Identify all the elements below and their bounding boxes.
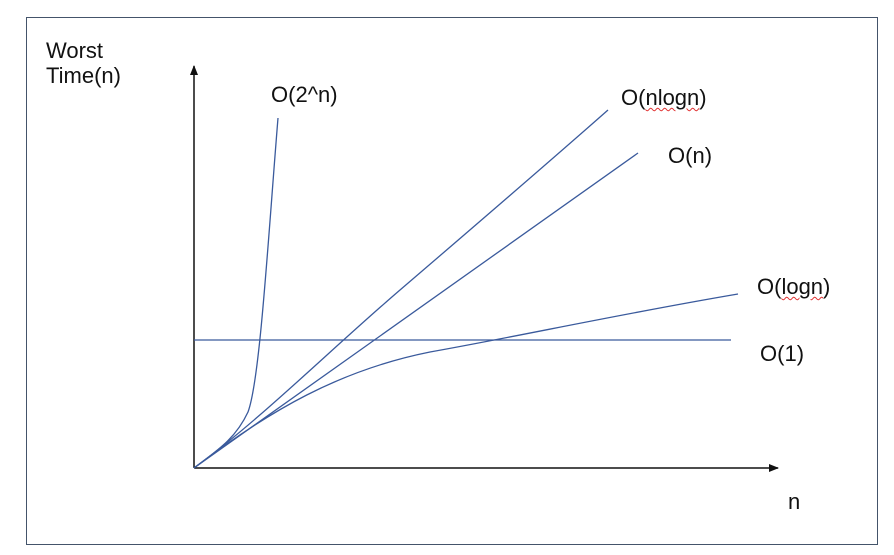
label-nlogn: O(nlogn): [621, 85, 707, 110]
curve-linear: [193, 152, 639, 469]
y-axis-label-line2: Time(n): [46, 63, 121, 89]
label-constant-body: 1: [784, 341, 797, 366]
y-axis-label: Worst Time(n): [46, 38, 121, 89]
label-exponential: O(2^n): [271, 82, 338, 107]
label-linear: O(n): [668, 143, 712, 168]
label-logn-body: logn: [781, 274, 824, 299]
label-linear-prefix: O(: [668, 143, 693, 168]
curve-logn: [193, 293, 739, 469]
label-logn: O(logn): [757, 274, 830, 299]
label-nlogn-body: nlogn: [645, 85, 700, 110]
label-linear-body: n: [692, 143, 705, 168]
label-constant-suffix: ): [796, 341, 805, 366]
label-exponential-suffix: ): [330, 82, 338, 107]
x-axis-label: n: [788, 489, 801, 514]
label-nlogn-suffix: ): [699, 85, 707, 110]
label-logn-suffix: ): [823, 274, 831, 299]
curve-exponential: [193, 117, 279, 469]
label-exponential-prefix: O(: [271, 82, 296, 107]
diagram-frame: [26, 17, 878, 545]
label-constant-prefix: O(: [760, 341, 785, 366]
label-constant: O(1): [760, 341, 804, 366]
label-linear-suffix: ): [704, 143, 713, 168]
label-nlogn-prefix: O(: [621, 85, 646, 110]
label-exponential-body: 2^n: [295, 82, 331, 107]
curve-nlogn: [193, 109, 609, 469]
y-axis-label-line1: Worst: [46, 38, 104, 63]
label-logn-prefix: O(: [757, 274, 782, 299]
